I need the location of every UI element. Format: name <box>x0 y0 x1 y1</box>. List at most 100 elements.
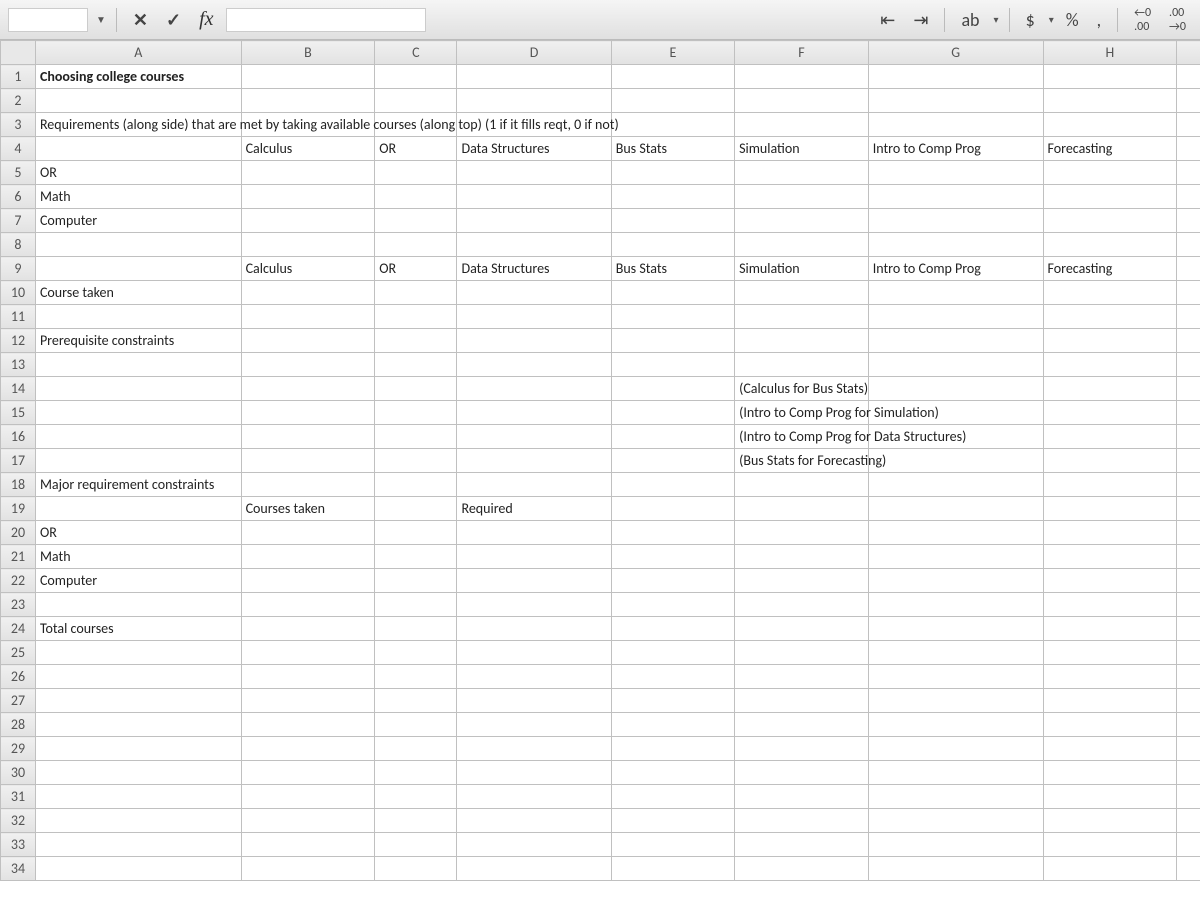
cell-I9[interactable] <box>1177 257 1200 281</box>
cell-I8[interactable] <box>1177 233 1200 257</box>
cell-E25[interactable] <box>611 641 734 665</box>
cell-H30[interactable] <box>1043 761 1177 785</box>
cell-E9[interactable]: Bus Stats <box>611 257 734 281</box>
cell-D13[interactable] <box>457 353 611 377</box>
cell-A23[interactable] <box>35 593 241 617</box>
percent-button[interactable]: % <box>1060 7 1085 33</box>
cell-D30[interactable] <box>457 761 611 785</box>
cell-B14[interactable] <box>241 377 375 401</box>
cell-A17[interactable] <box>35 449 241 473</box>
cell-B24[interactable] <box>241 617 375 641</box>
select-all-corner[interactable] <box>1 41 36 65</box>
cell-F34[interactable] <box>735 857 869 881</box>
decrease-decimal-icon[interactable]: .00→0 <box>1163 4 1192 36</box>
cell-C23[interactable] <box>375 593 457 617</box>
cell-G25[interactable] <box>868 641 1043 665</box>
cell-A15[interactable] <box>35 401 241 425</box>
cell-G12[interactable] <box>868 329 1043 353</box>
cell-B6[interactable] <box>241 185 375 209</box>
row-header-14[interactable]: 14 <box>1 377 36 401</box>
cell-A27[interactable] <box>35 689 241 713</box>
cell-D31[interactable] <box>457 785 611 809</box>
cell-B19[interactable]: Courses taken <box>241 497 375 521</box>
cell-H9[interactable]: Forecasting <box>1043 257 1177 281</box>
cell-G22[interactable] <box>868 569 1043 593</box>
column-header-F[interactable]: F <box>735 41 869 65</box>
decrease-indent-icon[interactable]: ⇤ <box>874 7 901 33</box>
cell-C31[interactable] <box>375 785 457 809</box>
cell-G14[interactable] <box>868 377 1043 401</box>
cell-A32[interactable] <box>35 809 241 833</box>
cell-B20[interactable] <box>241 521 375 545</box>
cell-C33[interactable] <box>375 833 457 857</box>
cell-G11[interactable] <box>868 305 1043 329</box>
cell-G21[interactable] <box>868 545 1043 569</box>
namebox-dropdown-icon[interactable]: ▼ <box>96 13 106 26</box>
cell-G2[interactable] <box>868 89 1043 113</box>
cell-I4[interactable] <box>1177 137 1200 161</box>
cell-F33[interactable] <box>735 833 869 857</box>
cell-G3[interactable] <box>868 113 1043 137</box>
cell-F17[interactable]: (Bus Stats for Forecasting) <box>735 449 869 473</box>
column-header-I[interactable]: I <box>1177 41 1200 65</box>
row-header-23[interactable]: 23 <box>1 593 36 617</box>
cell-H33[interactable] <box>1043 833 1177 857</box>
row-header-10[interactable]: 10 <box>1 281 36 305</box>
formula-input[interactable] <box>226 8 426 32</box>
cell-I5[interactable] <box>1177 161 1200 185</box>
cell-A6[interactable]: Math <box>35 185 241 209</box>
cell-G7[interactable] <box>868 209 1043 233</box>
cell-B31[interactable] <box>241 785 375 809</box>
cell-G10[interactable] <box>868 281 1043 305</box>
cell-G4[interactable]: Intro to Comp Prog <box>868 137 1043 161</box>
cell-G30[interactable] <box>868 761 1043 785</box>
cell-H13[interactable] <box>1043 353 1177 377</box>
cell-E2[interactable] <box>611 89 734 113</box>
cell-B29[interactable] <box>241 737 375 761</box>
cell-I3[interactable] <box>1177 113 1200 137</box>
cell-F22[interactable] <box>735 569 869 593</box>
cell-F29[interactable] <box>735 737 869 761</box>
name-box[interactable] <box>8 8 88 32</box>
cell-E4[interactable]: Bus Stats <box>611 137 734 161</box>
comma-button[interactable]: , <box>1091 7 1108 33</box>
cell-I27[interactable] <box>1177 689 1200 713</box>
cell-B11[interactable] <box>241 305 375 329</box>
cell-I11[interactable] <box>1177 305 1200 329</box>
cell-B18[interactable] <box>241 473 375 497</box>
cell-G20[interactable] <box>868 521 1043 545</box>
cell-B8[interactable] <box>241 233 375 257</box>
cell-I31[interactable] <box>1177 785 1200 809</box>
cell-A21[interactable]: Math <box>35 545 241 569</box>
cell-F23[interactable] <box>735 593 869 617</box>
cell-E29[interactable] <box>611 737 734 761</box>
cell-A31[interactable] <box>35 785 241 809</box>
cell-F31[interactable] <box>735 785 869 809</box>
cell-A30[interactable] <box>35 761 241 785</box>
row-header-17[interactable]: 17 <box>1 449 36 473</box>
cell-B16[interactable] <box>241 425 375 449</box>
row-header-34[interactable]: 34 <box>1 857 36 881</box>
row-header-19[interactable]: 19 <box>1 497 36 521</box>
column-header-G[interactable]: G <box>868 41 1043 65</box>
cell-G17[interactable] <box>868 449 1043 473</box>
cell-B15[interactable] <box>241 401 375 425</box>
cell-G18[interactable] <box>868 473 1043 497</box>
cell-G23[interactable] <box>868 593 1043 617</box>
cell-B9[interactable]: Calculus <box>241 257 375 281</box>
cell-I10[interactable] <box>1177 281 1200 305</box>
cell-D20[interactable] <box>457 521 611 545</box>
cell-F8[interactable] <box>735 233 869 257</box>
cell-G31[interactable] <box>868 785 1043 809</box>
cell-E17[interactable] <box>611 449 734 473</box>
cell-H7[interactable] <box>1043 209 1177 233</box>
cell-D14[interactable] <box>457 377 611 401</box>
cell-D28[interactable] <box>457 713 611 737</box>
cell-F7[interactable] <box>735 209 869 233</box>
cell-I16[interactable] <box>1177 425 1200 449</box>
cell-F11[interactable] <box>735 305 869 329</box>
wrap-text-icon[interactable]: ab <box>955 7 985 33</box>
cell-A1[interactable]: Choosing college courses <box>35 65 241 89</box>
column-header-B[interactable]: B <box>241 41 375 65</box>
cell-I23[interactable] <box>1177 593 1200 617</box>
